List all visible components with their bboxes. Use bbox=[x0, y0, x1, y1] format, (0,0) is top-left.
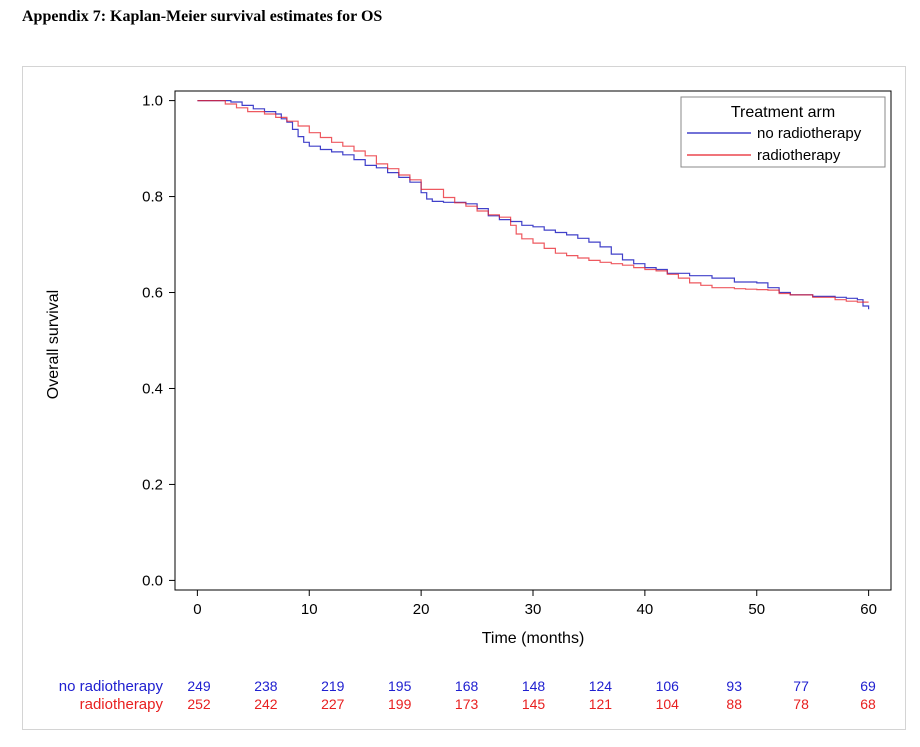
risk-count: 145 bbox=[522, 696, 546, 712]
risk-count: 173 bbox=[455, 696, 479, 712]
axes: 0 10 20 30 40 50 60 0.0 0.2 0.4 0.6 0.8 1.0 Time (mon… bbox=[45, 90, 892, 647]
risk-count: 104 bbox=[656, 696, 680, 712]
y-tick-label: 0.0 bbox=[142, 572, 163, 589]
risk-table: no radiotherapy 249 238 219 195 168 148 124 106 9… bbox=[59, 678, 876, 713]
legend-title: Treatment arm bbox=[731, 104, 835, 121]
legend-label: radiotherapy bbox=[757, 147, 841, 164]
risk-count: 77 bbox=[793, 678, 809, 694]
risk-count: 168 bbox=[455, 678, 479, 694]
risk-count: 88 bbox=[726, 696, 742, 712]
x-tick-label: 10 bbox=[301, 601, 318, 618]
risk-count: 124 bbox=[589, 678, 613, 694]
risk-count: 252 bbox=[187, 696, 211, 712]
x-tick-label: 60 bbox=[860, 601, 877, 618]
series-line-no-radiotherapy bbox=[197, 100, 870, 310]
figure-frame bbox=[22, 66, 906, 730]
document-title: Appendix 7: Kaplan-Meier survival estima… bbox=[22, 8, 383, 25]
risk-count: 121 bbox=[589, 696, 613, 712]
y-tick-label: 1.0 bbox=[142, 93, 163, 110]
y-axis-label: Overall survival bbox=[45, 290, 62, 399]
y-tick-label: 0.6 bbox=[142, 285, 163, 302]
risk-count: 78 bbox=[793, 696, 809, 712]
x-tick-label: 50 bbox=[748, 601, 765, 618]
x-tick-label: 40 bbox=[637, 601, 654, 618]
risk-count: 199 bbox=[388, 696, 412, 712]
risk-count: 68 bbox=[860, 696, 876, 712]
risk-count: 219 bbox=[321, 678, 345, 694]
legend-label: no radiotherapy bbox=[757, 125, 862, 142]
x-axis-label: Time (months) bbox=[482, 630, 585, 647]
y-tick-label: 0.8 bbox=[142, 189, 163, 206]
series-line-radiotherapy bbox=[197, 100, 869, 303]
y-tick-label: 0.4 bbox=[142, 380, 163, 397]
y-tick-label: 0.2 bbox=[142, 476, 163, 493]
risk-count: 195 bbox=[388, 678, 412, 694]
risk-count: 249 bbox=[187, 678, 211, 694]
x-tick-label: 30 bbox=[525, 601, 542, 618]
risk-count: 93 bbox=[726, 678, 742, 694]
risk-count: 106 bbox=[656, 678, 680, 694]
x-tick-label: 20 bbox=[413, 601, 430, 618]
risk-count: 148 bbox=[522, 678, 546, 694]
risk-row-label: no radiotherapy bbox=[59, 678, 164, 695]
series-layer bbox=[197, 100, 870, 310]
risk-count: 227 bbox=[321, 696, 345, 712]
legend: Treatment arm no radiotherapy radiotherapy bbox=[680, 96, 886, 168]
risk-count: 242 bbox=[254, 696, 278, 712]
risk-count: 238 bbox=[254, 678, 278, 694]
x-tick-label: 0 bbox=[193, 601, 201, 618]
risk-count: 69 bbox=[860, 678, 876, 694]
risk-row-label: radiotherapy bbox=[80, 696, 164, 713]
